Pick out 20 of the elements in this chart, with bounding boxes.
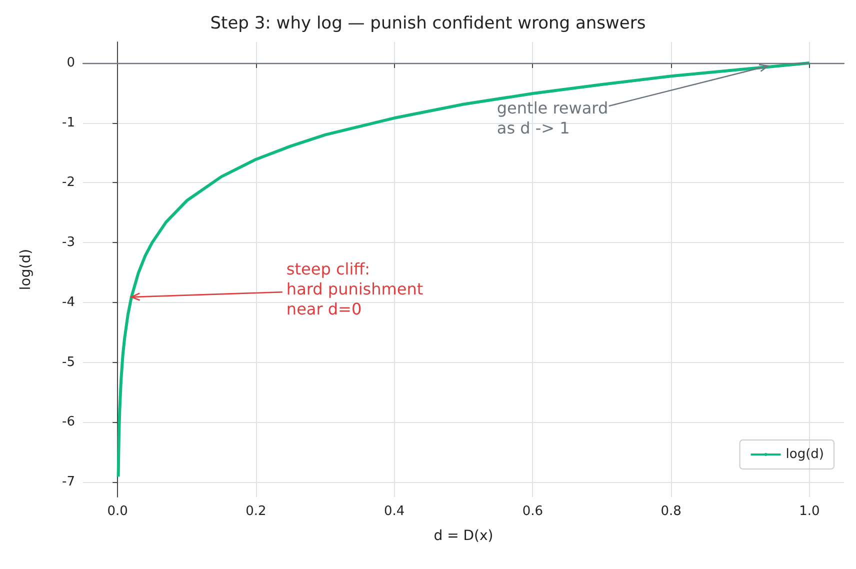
x-tick-label: 1.0 xyxy=(799,504,820,519)
annotation: steep cliff: hard punishment near d=0 xyxy=(286,260,424,319)
y-tick-label: -4 xyxy=(62,294,75,310)
y-tick-label: -3 xyxy=(62,235,75,250)
y-tick-label: -7 xyxy=(62,474,75,490)
x-tick-label: 0.6 xyxy=(522,504,544,519)
y-tick-label: -2 xyxy=(62,175,75,190)
y-tick-label: 0 xyxy=(66,55,75,70)
y-axis-title: log(d) xyxy=(18,248,34,290)
y-tick-label: -6 xyxy=(62,414,75,430)
y-tick-label: -1 xyxy=(62,115,75,130)
x-tick-label: 0.0 xyxy=(107,504,128,519)
annotation: gentle reward as d -> 1 xyxy=(496,98,608,138)
x-tick-label: 0.2 xyxy=(246,504,266,519)
x-tick-label: 0.4 xyxy=(384,504,405,519)
x-axis-title: d = D(x) xyxy=(434,528,494,544)
legend-label: log(d) xyxy=(786,447,824,462)
y-tick-label: -5 xyxy=(62,354,75,370)
chart-title: Step 3: why log — punish confident wrong answers xyxy=(210,14,646,34)
x-tick-label: 0.8 xyxy=(660,504,682,519)
